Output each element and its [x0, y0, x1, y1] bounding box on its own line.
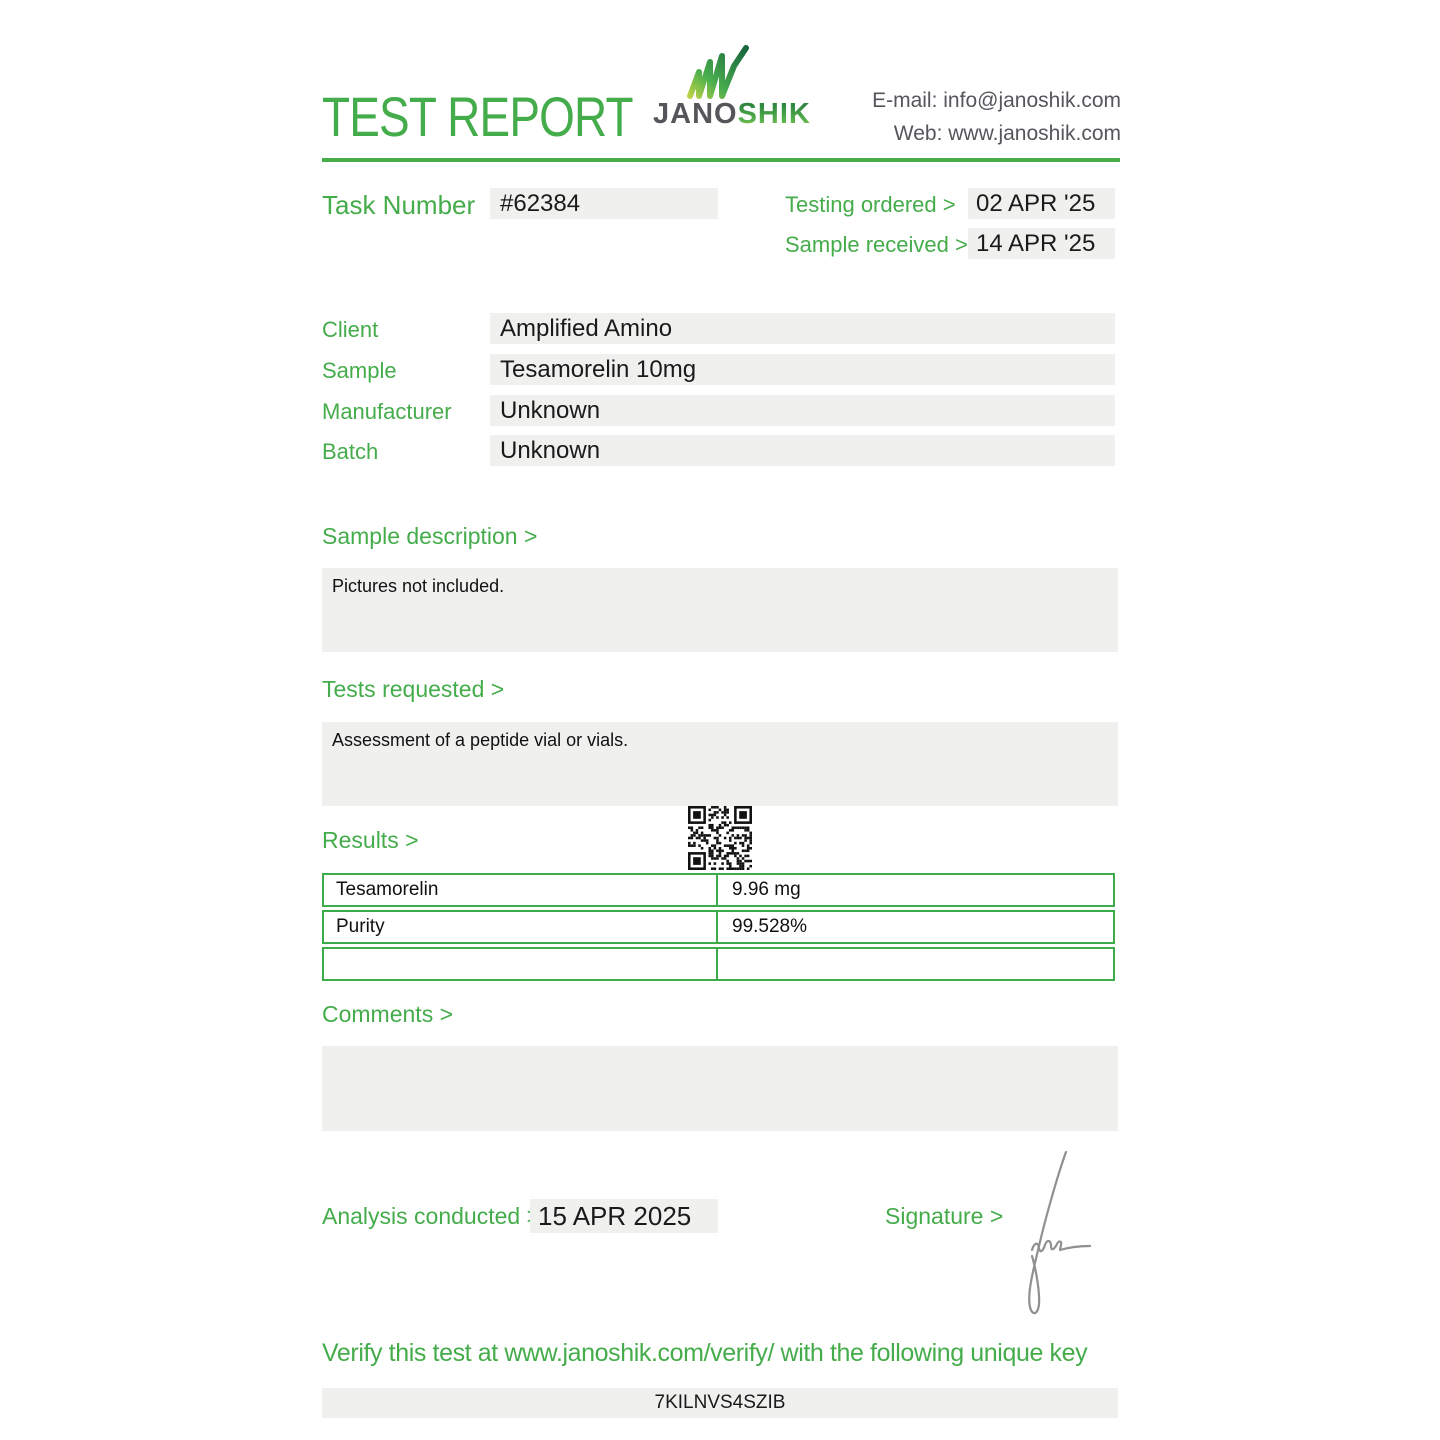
results-label: Results >	[322, 827, 419, 853]
tests-requested-box: Assessment of a peptide vial or vials.	[322, 722, 1118, 806]
tests-requested-label: Tests requested >	[322, 676, 505, 702]
janoshik-logo-icon	[686, 44, 754, 107]
sample-label: Sample	[322, 358, 397, 383]
contact-web: Web: www.janoshik.com	[893, 121, 1121, 145]
analysis-conducted-label: Analysis conducted >	[322, 1203, 540, 1229]
janoshik-logo-text: JANOSHIK	[653, 98, 810, 131]
testing-ordered-date: 02 APR '25	[968, 188, 1115, 219]
comments-label: Comments >	[322, 1001, 454, 1027]
result-name: Purity	[324, 912, 718, 942]
logo-text-dark: JANO	[653, 98, 738, 130]
table-row: Purity 99.528%	[322, 910, 1115, 944]
result-name	[324, 949, 718, 979]
verify-instruction: Verify this test at www.janoshik.com/ver…	[322, 1339, 1088, 1367]
client-label: Client	[322, 317, 379, 342]
result-value	[718, 949, 1113, 979]
sample-value: Tesamorelin 10mg	[490, 354, 1115, 385]
client-value: Amplified Amino	[490, 313, 1115, 344]
logo-text-green: SHIK	[737, 98, 811, 130]
signature-image	[1008, 1146, 1100, 1331]
batch-label: Batch	[322, 439, 379, 464]
table-row	[322, 947, 1115, 981]
results-table: Tesamorelin 9.96 mg Purity 99.528%	[322, 873, 1115, 984]
sample-received-date: 14 APR '25	[968, 228, 1115, 259]
analysis-date: 15 APR 2025	[530, 1199, 718, 1233]
qr-code	[688, 806, 752, 870]
batch-value: Unknown	[490, 435, 1115, 466]
manufacturer-value: Unknown	[490, 395, 1115, 426]
comments-box	[322, 1046, 1118, 1131]
manufacturer-label: Manufacturer	[322, 399, 452, 424]
signature-label: Signature >	[885, 1203, 1004, 1229]
contact-info: E-mail: info@janoshik.com Web: www.janos…	[872, 85, 1121, 150]
sample-received-label: Sample received >	[785, 232, 968, 257]
task-number-value: #62384	[490, 188, 718, 219]
sample-description-label: Sample description >	[322, 523, 538, 549]
result-name: Tesamorelin	[324, 875, 718, 905]
header-divider	[322, 158, 1120, 162]
page-title: TEST REPORT	[322, 85, 634, 148]
unique-key: 7KILNVS4SZIB	[322, 1388, 1118, 1418]
testing-ordered-label: Testing ordered >	[785, 192, 956, 217]
result-value: 99.528%	[732, 916, 808, 937]
table-row: Tesamorelin 9.96 mg	[322, 873, 1115, 907]
sample-description-box: Pictures not included.	[322, 568, 1118, 652]
contact-email: E-mail: info@janoshik.com	[872, 89, 1121, 112]
result-value: 9.96 mg	[732, 879, 801, 900]
task-number-label: Task Number	[322, 190, 476, 220]
